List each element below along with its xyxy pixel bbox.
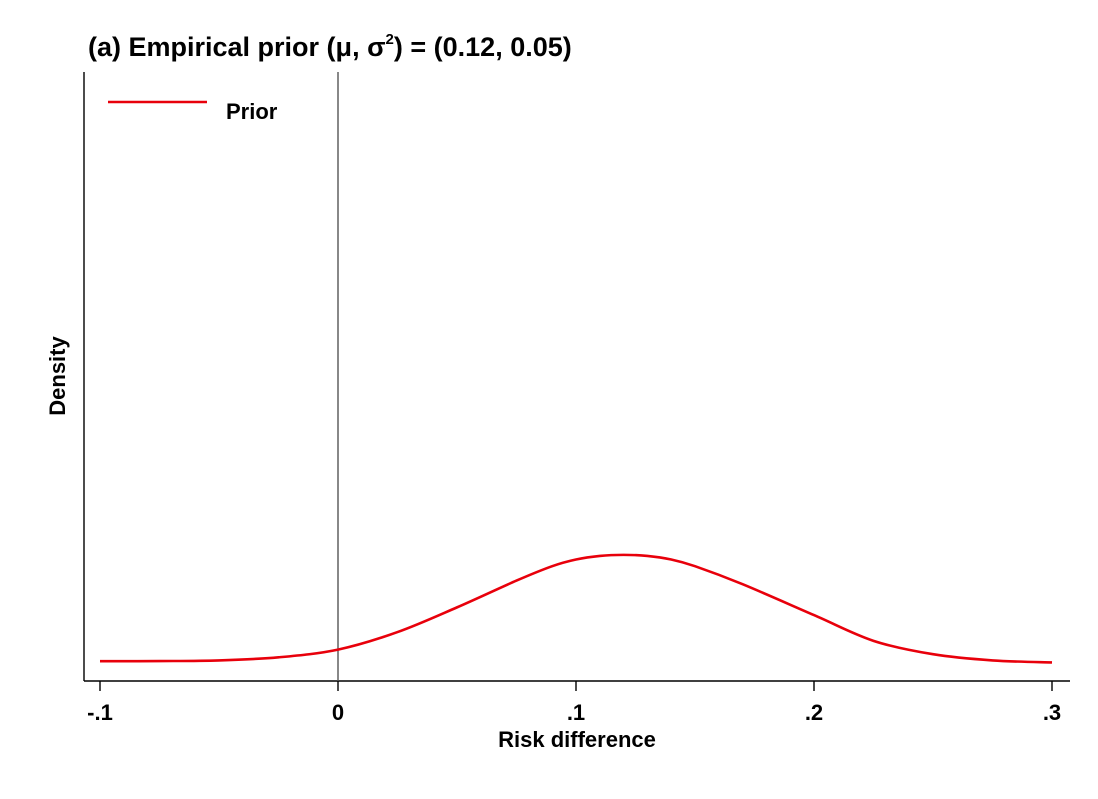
x-tick-label: .2: [805, 700, 823, 725]
legend: Prior: [108, 99, 278, 124]
x-axis-label: Risk difference: [498, 727, 656, 752]
x-tick-label: .1: [567, 700, 585, 725]
x-tick-label: 0: [332, 700, 344, 725]
prior-density-curve: [99, 553, 1053, 664]
legend-label-prior: Prior: [226, 99, 278, 124]
chart-title: (a) Empirical prior (μ, σ2) = (0.12, 0.0…: [88, 31, 572, 62]
y-axis-label: Density: [45, 336, 70, 416]
x-tick-label: -.1: [87, 700, 113, 725]
x-axis-ticks: -.1 0 .1 .2 .3: [87, 681, 1061, 725]
x-tick-label: .3: [1043, 700, 1061, 725]
